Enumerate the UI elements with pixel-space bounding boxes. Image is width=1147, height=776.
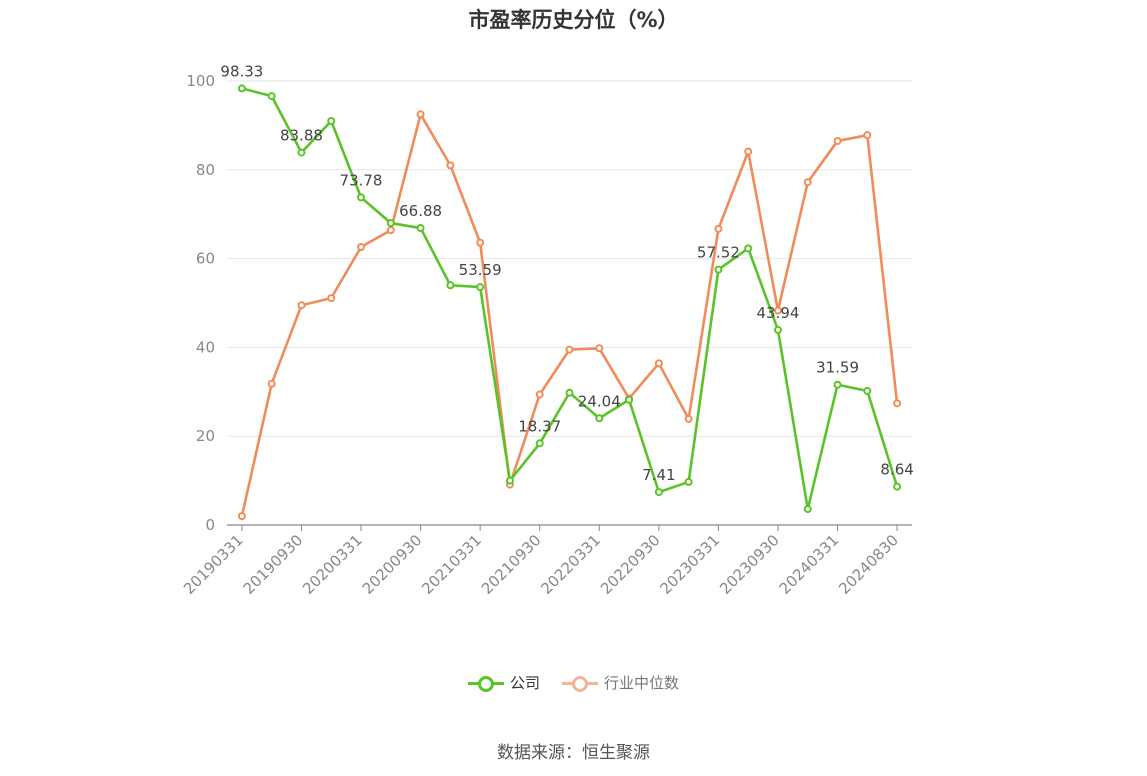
y-tick-label: 100	[186, 72, 215, 90]
data-point-industry	[357, 243, 366, 252]
data-point-industry	[863, 131, 872, 140]
x-tick-label: 20200930	[359, 531, 426, 598]
x-tick-label: 20210930	[478, 531, 545, 598]
data-point-industry	[893, 399, 902, 408]
data-point-industry	[476, 238, 485, 247]
data-point-company	[237, 84, 246, 93]
x-tick-label: 20230331	[657, 531, 724, 598]
data-point-company	[595, 414, 604, 423]
data-point-industry	[654, 359, 663, 368]
data-point-industry	[714, 224, 723, 233]
grid-layer	[227, 80, 912, 437]
data-label: 73.78	[340, 171, 383, 189]
data-point-company	[565, 388, 574, 397]
data-label: 8.64	[880, 461, 913, 479]
legend-item-industry[interactable]: 行业中位数	[562, 672, 679, 693]
data-point-company	[535, 439, 544, 448]
data-point-industry	[416, 110, 425, 119]
data-point-industry	[684, 414, 693, 423]
data-point-company	[744, 244, 753, 253]
legend-swatch-company-icon	[467, 675, 504, 692]
data-point-industry	[237, 512, 246, 521]
data-point-industry	[773, 306, 782, 315]
legend-label-industry: 行业中位数	[604, 674, 680, 692]
data-point-company	[357, 193, 366, 202]
data-point-company	[505, 476, 514, 485]
y-tick-label: 80	[196, 161, 215, 179]
data-label: 53.59	[459, 261, 502, 279]
legend-item-company[interactable]: 公司	[467, 672, 540, 693]
x-tick-label: 20240331	[776, 531, 843, 598]
data-point-industry	[535, 390, 544, 399]
x-tick-label: 20230930	[716, 531, 783, 598]
data-point-company	[625, 395, 634, 404]
source-note: 数据来源：恒生聚源	[497, 743, 650, 763]
data-label: 43.94	[757, 304, 800, 322]
data-point-company	[893, 482, 902, 491]
data-point-industry	[595, 344, 604, 353]
y-tick-label: 0	[205, 516, 215, 534]
data-label: 83.88	[280, 127, 323, 145]
data-point-company	[714, 265, 723, 274]
data-point-company	[297, 148, 306, 157]
x-tick-label: 20220331	[537, 531, 604, 598]
x-tick-label: 20190331	[180, 531, 247, 598]
data-point-company	[654, 488, 663, 497]
x-tick-label: 20200331	[299, 531, 366, 598]
data-point-industry	[297, 301, 306, 310]
data-point-company	[803, 505, 812, 514]
label-layer: 98.33 83.88 73.78 66.88 53.59 18.37 24.04 7.41 5…	[220, 62, 913, 484]
data-point-industry	[833, 136, 842, 145]
x-tick-label: 20240830	[835, 531, 902, 598]
legend-label-company: 公司	[509, 674, 540, 692]
legend: 公司 行业中位数	[0, 672, 1147, 693]
data-label: 66.88	[399, 202, 442, 220]
data-point-company	[863, 386, 872, 395]
x-tick-label: 20210331	[418, 531, 485, 598]
data-point-company	[684, 477, 693, 486]
data-point-industry	[327, 294, 336, 303]
data-point-company	[267, 92, 276, 101]
y-tick-label: 20	[196, 427, 215, 445]
data-point-company	[833, 380, 842, 389]
data-point-industry	[386, 226, 395, 235]
data-point-industry	[803, 178, 812, 187]
data-point-company	[773, 325, 782, 334]
series-line-company	[241, 87, 899, 511]
y-tick-label: 60	[196, 250, 215, 268]
chart-title: 市盈率历史分位（%）	[468, 8, 679, 32]
data-label: 57.52	[697, 244, 740, 262]
data-label: 31.59	[816, 359, 859, 377]
legend-swatch-industry-icon	[562, 675, 598, 692]
x-tick-label: 20220930	[597, 531, 664, 598]
data-point-industry	[744, 147, 753, 156]
data-point-industry	[565, 345, 574, 354]
data-point-company	[416, 224, 425, 233]
y-tick-label: 40	[196, 338, 215, 356]
series-layer	[237, 84, 902, 521]
x-tick-label: 20190930	[240, 531, 307, 598]
data-point-company	[386, 219, 395, 228]
data-point-company	[476, 283, 485, 292]
data-point-industry	[446, 161, 455, 170]
data-point-industry	[267, 379, 276, 388]
data-point-company	[327, 116, 336, 125]
data-label: 18.37	[518, 417, 561, 435]
data-label: 24.04	[578, 392, 621, 410]
data-point-company	[446, 281, 455, 290]
data-label: 98.33	[220, 62, 263, 80]
data-label: 7.41	[642, 466, 675, 484]
